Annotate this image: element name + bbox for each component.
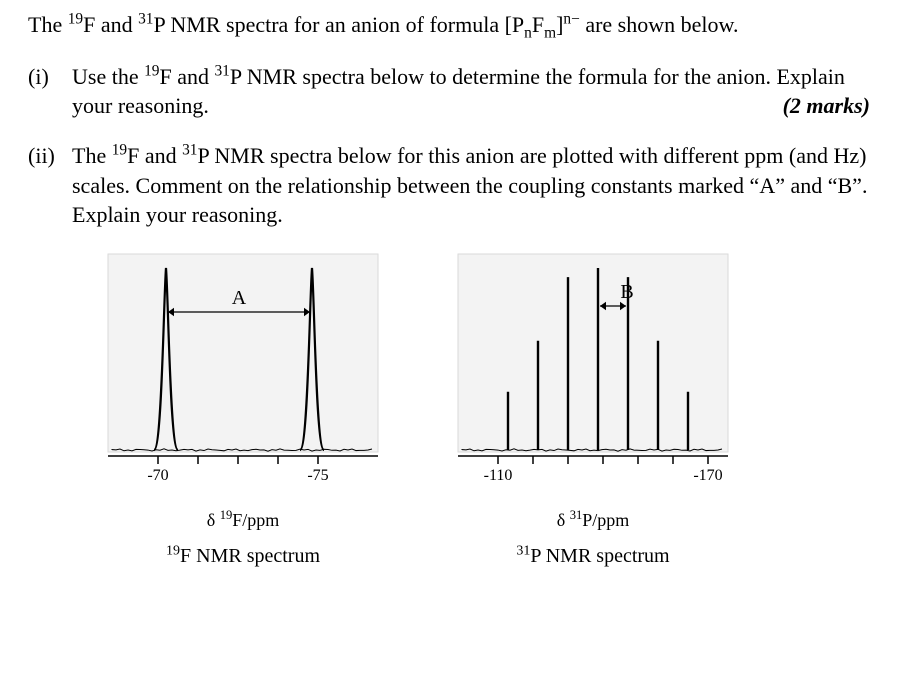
question-i: (i) Use the 19F and 31P NMR spectra belo… — [28, 62, 870, 121]
svg-text:-75: -75 — [307, 467, 328, 484]
intro-text: The 19F and 31P NMR spectra for an anion… — [28, 10, 870, 40]
panel-19f: A -70 -75 δ 19F/ppm 19F NMR spectrum — [88, 250, 398, 568]
axis-label-31p: δ 31P/ppm — [557, 510, 630, 531]
svg-text:-110: -110 — [484, 467, 513, 484]
svg-text:B: B — [620, 281, 633, 303]
spectrum-19f: A -70 -75 — [88, 250, 398, 508]
question-ii: (ii) The 19F and 31P NMR spectra below f… — [28, 141, 870, 230]
svg-text:A: A — [232, 287, 247, 309]
question-i-text: Use the 19F and 31P NMR spectra below to… — [72, 64, 845, 119]
figure-row: A -70 -75 δ 19F/ppm 19F NMR spectrum B -110… — [88, 250, 870, 568]
question-i-number: (i) — [28, 62, 72, 121]
panel-31p: B -110 -170 δ 31P/ppm 31P NMR spectrum — [438, 250, 748, 568]
question-i-marks: (2 marks) — [783, 91, 870, 121]
svg-text:-170: -170 — [693, 467, 722, 484]
question-ii-number: (ii) — [28, 141, 72, 230]
svg-text:-70: -70 — [147, 467, 168, 484]
axis-label-19f: δ 19F/ppm — [207, 510, 280, 531]
page: The 19F and 31P NMR spectra for an anion… — [0, 0, 898, 568]
caption-31p: 31P NMR spectrum — [516, 545, 669, 568]
question-i-body: Use the 19F and 31P NMR spectra below to… — [72, 62, 870, 121]
question-ii-body: The 19F and 31P NMR spectra below for th… — [72, 141, 870, 230]
question-ii-text: The 19F and 31P NMR spectra below for th… — [72, 143, 867, 227]
spectrum-31p: B -110 -170 — [438, 250, 748, 508]
caption-19f: 19F NMR spectrum — [166, 545, 320, 568]
